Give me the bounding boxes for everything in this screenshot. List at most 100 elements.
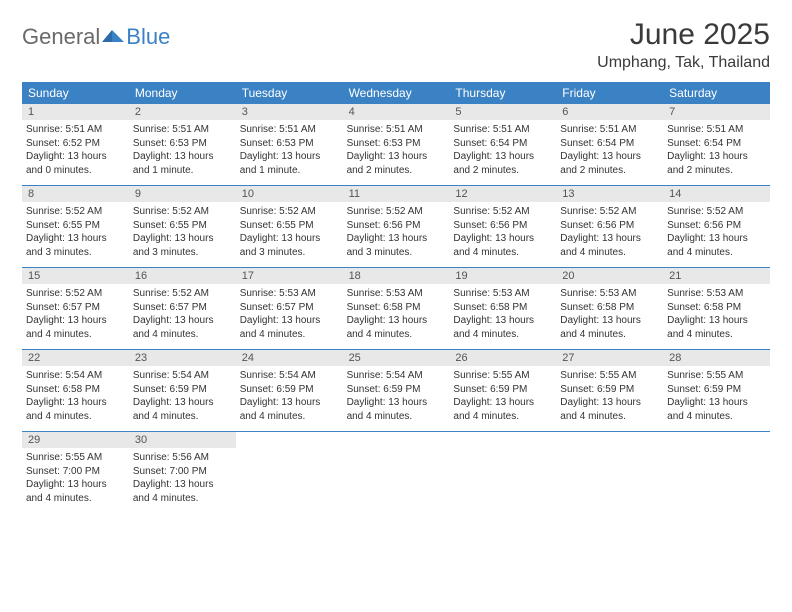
empty-cell: [556, 432, 663, 513]
day-body: Sunrise: 5:55 AMSunset: 7:00 PMDaylight:…: [22, 448, 129, 505]
day-cell: 23Sunrise: 5:54 AMSunset: 6:59 PMDayligh…: [129, 350, 236, 431]
day-cell: 18Sunrise: 5:53 AMSunset: 6:58 PMDayligh…: [343, 268, 450, 349]
week-row: 1Sunrise: 5:51 AMSunset: 6:52 PMDaylight…: [22, 104, 770, 186]
empty-cell: [449, 432, 556, 513]
day-body: Sunrise: 5:52 AMSunset: 6:55 PMDaylight:…: [129, 202, 236, 259]
week-row: 29Sunrise: 5:55 AMSunset: 7:00 PMDayligh…: [22, 432, 770, 513]
day-body: Sunrise: 5:52 AMSunset: 6:57 PMDaylight:…: [22, 284, 129, 341]
weekday-header: Tuesday: [236, 82, 343, 104]
day-number: 11: [343, 186, 450, 202]
weekday-header: Monday: [129, 82, 236, 104]
weekday-header: Saturday: [663, 82, 770, 104]
day-number: 25: [343, 350, 450, 366]
empty-cell: [343, 432, 450, 513]
day-body: Sunrise: 5:54 AMSunset: 6:59 PMDaylight:…: [236, 366, 343, 423]
day-number: 7: [663, 104, 770, 120]
day-body: Sunrise: 5:54 AMSunset: 6:59 PMDaylight:…: [129, 366, 236, 423]
day-body: Sunrise: 5:54 AMSunset: 6:58 PMDaylight:…: [22, 366, 129, 423]
day-number: 5: [449, 104, 556, 120]
day-number: 21: [663, 268, 770, 284]
day-body: Sunrise: 5:52 AMSunset: 6:56 PMDaylight:…: [449, 202, 556, 259]
day-number: 15: [22, 268, 129, 284]
day-cell: 27Sunrise: 5:55 AMSunset: 6:59 PMDayligh…: [556, 350, 663, 431]
logo: General Blue: [22, 18, 170, 50]
day-cell: 15Sunrise: 5:52 AMSunset: 6:57 PMDayligh…: [22, 268, 129, 349]
day-body: Sunrise: 5:52 AMSunset: 6:56 PMDaylight:…: [556, 202, 663, 259]
day-number: 24: [236, 350, 343, 366]
day-number: 13: [556, 186, 663, 202]
day-number: 2: [129, 104, 236, 120]
day-number: 9: [129, 186, 236, 202]
day-cell: 10Sunrise: 5:52 AMSunset: 6:55 PMDayligh…: [236, 186, 343, 267]
day-cell: 11Sunrise: 5:52 AMSunset: 6:56 PMDayligh…: [343, 186, 450, 267]
day-cell: 24Sunrise: 5:54 AMSunset: 6:59 PMDayligh…: [236, 350, 343, 431]
day-body: Sunrise: 5:53 AMSunset: 6:57 PMDaylight:…: [236, 284, 343, 341]
week-row: 15Sunrise: 5:52 AMSunset: 6:57 PMDayligh…: [22, 268, 770, 350]
day-number: 6: [556, 104, 663, 120]
day-number: 19: [449, 268, 556, 284]
day-number: 4: [343, 104, 450, 120]
day-number: 8: [22, 186, 129, 202]
day-body: Sunrise: 5:53 AMSunset: 6:58 PMDaylight:…: [343, 284, 450, 341]
day-number: 16: [129, 268, 236, 284]
day-body: Sunrise: 5:51 AMSunset: 6:54 PMDaylight:…: [449, 120, 556, 177]
day-cell: 29Sunrise: 5:55 AMSunset: 7:00 PMDayligh…: [22, 432, 129, 513]
weekday-header: Sunday: [22, 82, 129, 104]
day-cell: 3Sunrise: 5:51 AMSunset: 6:53 PMDaylight…: [236, 104, 343, 185]
day-number: 30: [129, 432, 236, 448]
day-cell: 19Sunrise: 5:53 AMSunset: 6:58 PMDayligh…: [449, 268, 556, 349]
day-cell: 7Sunrise: 5:51 AMSunset: 6:54 PMDaylight…: [663, 104, 770, 185]
day-body: Sunrise: 5:52 AMSunset: 6:57 PMDaylight:…: [129, 284, 236, 341]
day-cell: 9Sunrise: 5:52 AMSunset: 6:55 PMDaylight…: [129, 186, 236, 267]
weekday-header: Thursday: [449, 82, 556, 104]
day-body: Sunrise: 5:52 AMSunset: 6:55 PMDaylight:…: [22, 202, 129, 259]
day-number: 10: [236, 186, 343, 202]
day-body: Sunrise: 5:51 AMSunset: 6:54 PMDaylight:…: [556, 120, 663, 177]
day-body: Sunrise: 5:52 AMSunset: 6:56 PMDaylight:…: [343, 202, 450, 259]
day-body: Sunrise: 5:51 AMSunset: 6:54 PMDaylight:…: [663, 120, 770, 177]
empty-cell: [663, 432, 770, 513]
week-row: 22Sunrise: 5:54 AMSunset: 6:58 PMDayligh…: [22, 350, 770, 432]
day-body: Sunrise: 5:51 AMSunset: 6:53 PMDaylight:…: [129, 120, 236, 177]
day-number: 20: [556, 268, 663, 284]
day-body: Sunrise: 5:51 AMSunset: 6:52 PMDaylight:…: [22, 120, 129, 177]
day-cell: 14Sunrise: 5:52 AMSunset: 6:56 PMDayligh…: [663, 186, 770, 267]
week-row: 8Sunrise: 5:52 AMSunset: 6:55 PMDaylight…: [22, 186, 770, 268]
logo-text-blue: Blue: [126, 24, 170, 50]
day-cell: 22Sunrise: 5:54 AMSunset: 6:58 PMDayligh…: [22, 350, 129, 431]
calendar: SundayMondayTuesdayWednesdayThursdayFrid…: [22, 82, 770, 513]
day-cell: 28Sunrise: 5:55 AMSunset: 6:59 PMDayligh…: [663, 350, 770, 431]
day-body: Sunrise: 5:51 AMSunset: 6:53 PMDaylight:…: [236, 120, 343, 177]
day-number: 27: [556, 350, 663, 366]
day-cell: 26Sunrise: 5:55 AMSunset: 6:59 PMDayligh…: [449, 350, 556, 431]
day-body: Sunrise: 5:53 AMSunset: 6:58 PMDaylight:…: [663, 284, 770, 341]
location: Umphang, Tak, Thailand: [597, 54, 770, 72]
day-cell: 2Sunrise: 5:51 AMSunset: 6:53 PMDaylight…: [129, 104, 236, 185]
day-cell: 4Sunrise: 5:51 AMSunset: 6:53 PMDaylight…: [343, 104, 450, 185]
weekday-header: Friday: [556, 82, 663, 104]
day-body: Sunrise: 5:55 AMSunset: 6:59 PMDaylight:…: [449, 366, 556, 423]
day-number: 23: [129, 350, 236, 366]
day-number: 28: [663, 350, 770, 366]
day-cell: 21Sunrise: 5:53 AMSunset: 6:58 PMDayligh…: [663, 268, 770, 349]
day-body: Sunrise: 5:52 AMSunset: 6:56 PMDaylight:…: [663, 202, 770, 259]
day-number: 1: [22, 104, 129, 120]
day-cell: 8Sunrise: 5:52 AMSunset: 6:55 PMDaylight…: [22, 186, 129, 267]
day-cell: 12Sunrise: 5:52 AMSunset: 6:56 PMDayligh…: [449, 186, 556, 267]
day-cell: 16Sunrise: 5:52 AMSunset: 6:57 PMDayligh…: [129, 268, 236, 349]
month-title: June 2025: [597, 18, 770, 52]
day-number: 12: [449, 186, 556, 202]
day-body: Sunrise: 5:53 AMSunset: 6:58 PMDaylight:…: [556, 284, 663, 341]
day-body: Sunrise: 5:54 AMSunset: 6:59 PMDaylight:…: [343, 366, 450, 423]
weekday-header-row: SundayMondayTuesdayWednesdayThursdayFrid…: [22, 82, 770, 104]
day-body: Sunrise: 5:53 AMSunset: 6:58 PMDaylight:…: [449, 284, 556, 341]
weeks-container: 1Sunrise: 5:51 AMSunset: 6:52 PMDaylight…: [22, 104, 770, 513]
empty-cell: [236, 432, 343, 513]
logo-text-general: General: [22, 24, 100, 50]
day-number: 18: [343, 268, 450, 284]
day-body: Sunrise: 5:52 AMSunset: 6:55 PMDaylight:…: [236, 202, 343, 259]
day-body: Sunrise: 5:55 AMSunset: 6:59 PMDaylight:…: [663, 366, 770, 423]
day-number: 3: [236, 104, 343, 120]
day-number: 22: [22, 350, 129, 366]
page-header: General Blue June 2025 Umphang, Tak, Tha…: [22, 18, 770, 72]
